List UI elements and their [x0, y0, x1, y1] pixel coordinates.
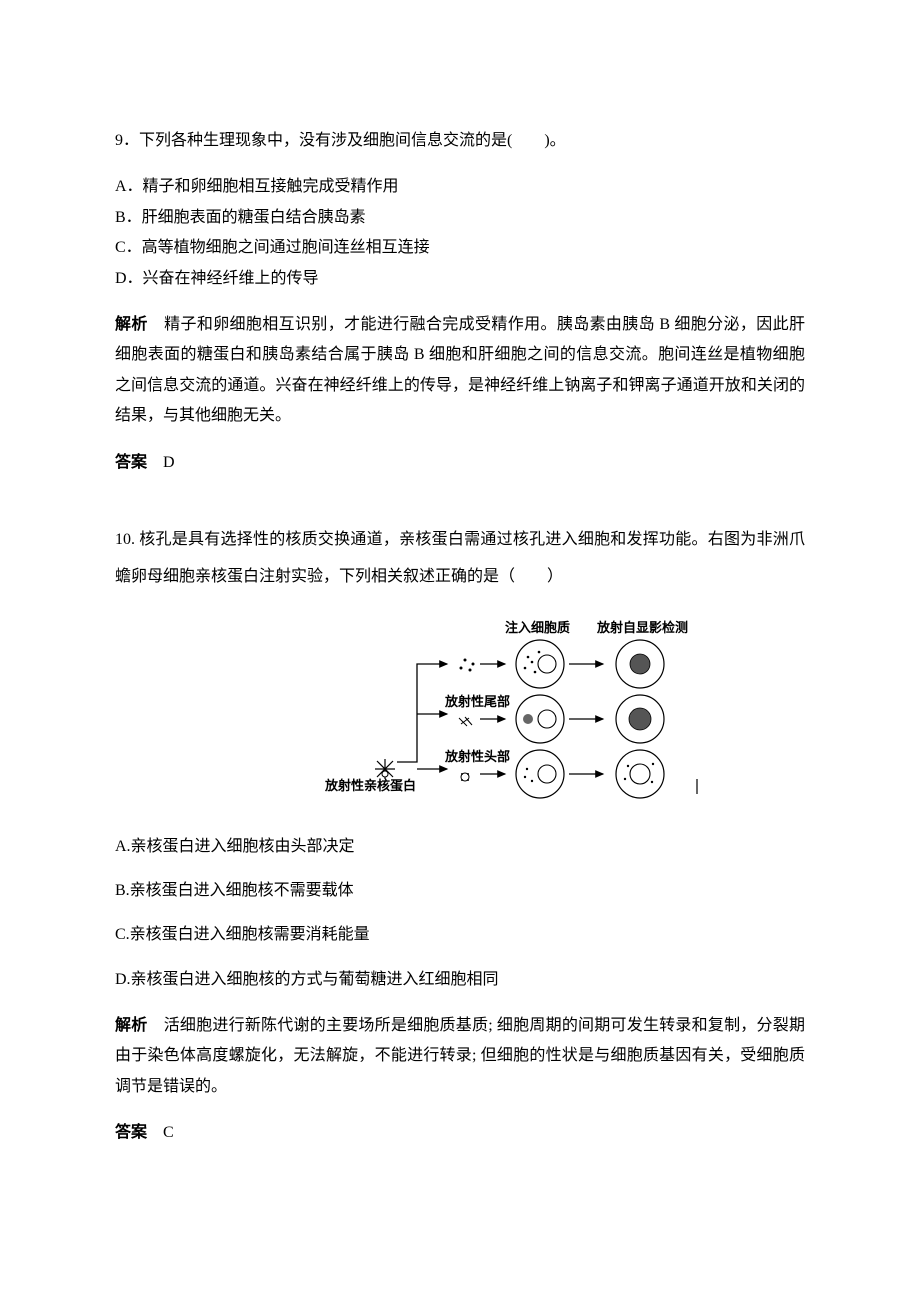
row2-cell1-nucleus	[538, 710, 556, 728]
q9-stem: 9．下列各种生理现象中，没有涉及细胞间信息交流的是( )。	[115, 126, 805, 156]
row3-cell2-nucleus	[630, 764, 650, 784]
question-9: 9．下列各种生理现象中，没有涉及细胞间信息交流的是( )。 A．精子和卵细胞相互…	[115, 126, 805, 478]
fig-label-detect: 放射自显影检测	[596, 620, 688, 635]
q10-stem: 10. 核孔是具有选择性的核质交换通道，亲核蛋白需通过核孔进入细胞和发挥功能。右…	[115, 522, 805, 596]
document-page: 9．下列各种生理现象中，没有涉及细胞间信息交流的是( )。 A．精子和卵细胞相互…	[0, 0, 920, 1302]
row3-cell1-nucleus	[538, 765, 556, 783]
fig-label-origin: 放射性亲核蛋白	[325, 778, 416, 793]
analysis-label: 解析	[115, 316, 148, 333]
row1-cell2-nucleus	[630, 654, 650, 674]
q9-analysis-text: 精子和卵细胞相互识别，才能进行融合完成受精作用。胰岛素由胰岛 B 细胞分泌，因此…	[115, 316, 805, 424]
fig-label-head: 放射性头部	[444, 749, 510, 764]
q9-answer-text: D	[147, 454, 175, 471]
q10-option-b: B.亲核蛋白进入细胞核不需要载体	[115, 876, 805, 906]
q10-analysis-text: 活细胞进行新陈代谢的主要场所是细胞质基质; 细胞周期的间期可发生转录和复制，分裂…	[115, 1017, 805, 1095]
fig-label-tail: 放射性尾部	[444, 694, 510, 709]
row2-cell2-nucleus	[629, 708, 651, 730]
fig-label-inject: 注入细胞质	[505, 620, 570, 635]
row2-cell1-cyto	[523, 714, 533, 724]
q9-option-b: B．肝细胞表面的糖蛋白结合胰岛素	[115, 203, 805, 233]
question-10: 10. 核孔是具有选择性的核质交换通道，亲核蛋白需通过核孔进入细胞和发挥功能。右…	[115, 522, 805, 1149]
q9-answer: 答案 D	[115, 448, 805, 478]
spacer	[115, 494, 805, 506]
row1-cell1-outer	[516, 640, 564, 688]
answer-label: 答案	[115, 1124, 147, 1141]
answer-label: 答案	[115, 454, 147, 471]
q9-option-a: A．精子和卵细胞相互接触完成受精作用	[115, 172, 805, 202]
q10-answer-text: C	[147, 1124, 174, 1141]
row3-icon	[461, 773, 469, 781]
analysis-label: 解析	[115, 1017, 147, 1034]
row2-icon	[459, 717, 472, 726]
q10-option-a: A.亲核蛋白进入细胞核由头部决定	[115, 832, 805, 862]
q10-answer: 答案 C	[115, 1118, 805, 1148]
q10-option-c: C.亲核蛋白进入细胞核需要消耗能量	[115, 920, 805, 950]
q9-option-c: C．高等植物细胞之间通过胞间连丝相互连接	[115, 233, 805, 263]
branch-arrow-1	[397, 664, 447, 762]
q10-figure: 注入细胞质 放射自显影检测 放射性亲核蛋白	[325, 614, 710, 814]
q10-option-d: D.亲核蛋白进入细胞核的方式与葡萄糖进入红细胞相同	[115, 965, 805, 995]
q10-analysis: 解析 活细胞进行新陈代谢的主要场所是细胞质基质; 细胞周期的间期可发生转录和复制…	[115, 1011, 805, 1102]
row3-cell1-outer	[516, 750, 564, 798]
row1-icon	[460, 658, 475, 671]
q9-option-d: D．兴奋在神经纤维上的传导	[115, 264, 805, 294]
q9-analysis: 解析 精子和卵细胞相互识别，才能进行融合完成受精作用。胰岛素由胰岛 B 细胞分泌…	[115, 310, 805, 432]
row1-cell1-nucleus	[538, 655, 556, 673]
origin-protein-icon	[375, 759, 395, 779]
row3-cell2-outer	[616, 750, 664, 798]
